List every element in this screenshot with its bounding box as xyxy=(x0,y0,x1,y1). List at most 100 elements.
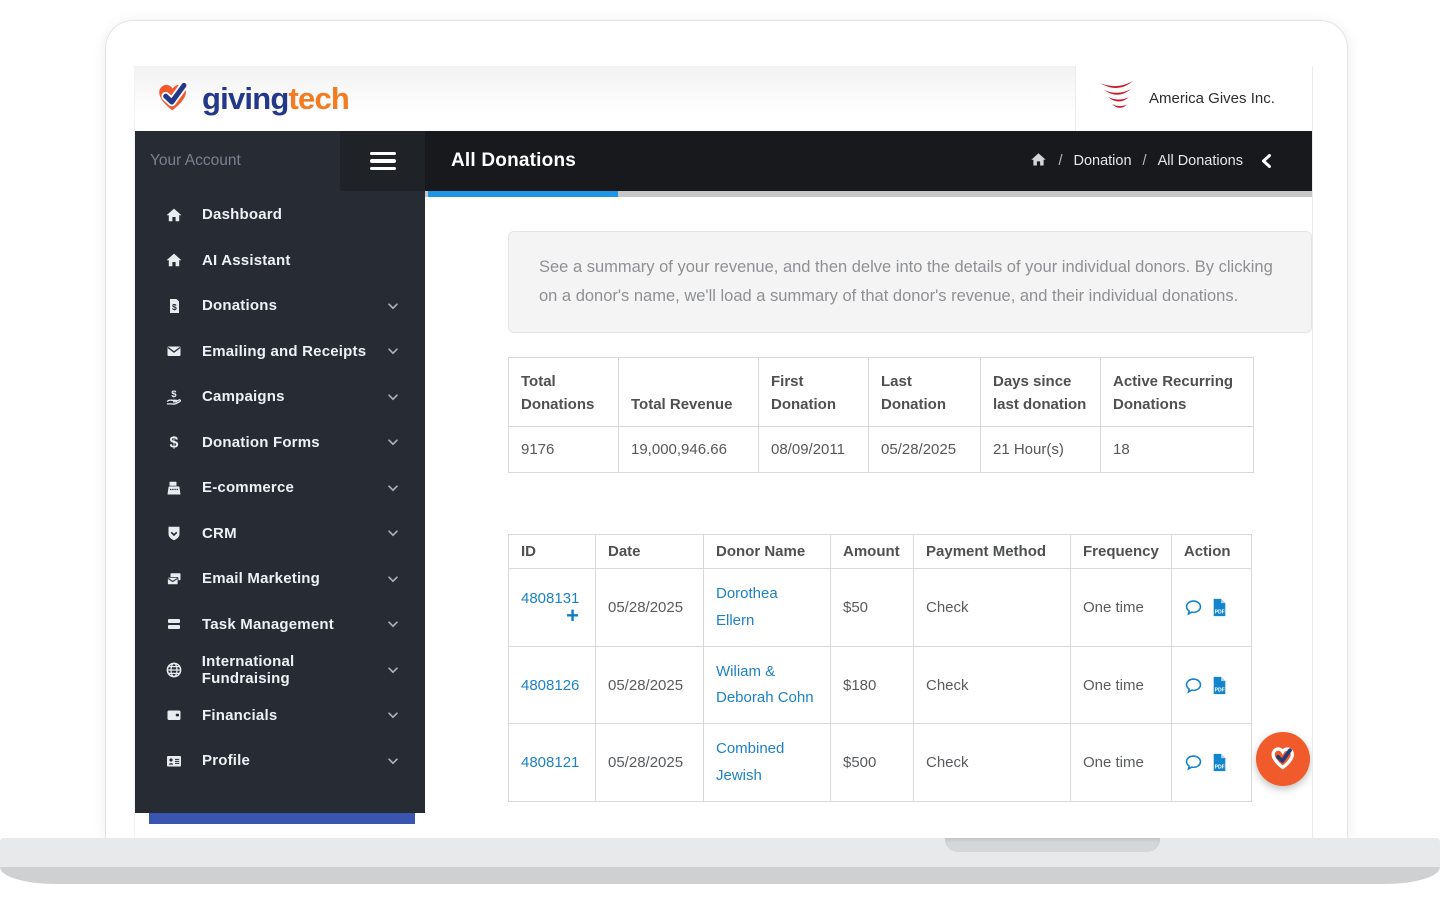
summary-header: Total Donations xyxy=(508,356,619,428)
shield-icon xyxy=(165,524,185,542)
sidebar: Your Account Dashboard xyxy=(135,131,425,838)
sidebar-item[interactable]: AI Assistant xyxy=(135,238,425,284)
sidebar-item[interactable]: Profile xyxy=(135,738,425,784)
heart-check-icon xyxy=(1267,742,1299,777)
sidebar-item[interactable]: Email Marketing xyxy=(135,556,425,602)
organization-selector[interactable]: America Gives Inc. xyxy=(1075,66,1312,131)
donation-date: 05/28/2025 xyxy=(595,723,704,802)
svg-text:$: $ xyxy=(169,435,178,452)
donation-frequency: One time xyxy=(1070,723,1172,802)
donation-amount: $180 xyxy=(830,645,914,725)
summary-value: 05/28/2025 xyxy=(868,426,981,474)
table-row: 4808126 + 05/28/2025 Wiliam & Deborah Co… xyxy=(508,645,1252,725)
summary-value: 19,000,946.66 xyxy=(618,426,759,474)
column-header: Frequency xyxy=(1070,534,1172,570)
summary-value: 9176 xyxy=(508,426,619,474)
summary-header: Last Donation xyxy=(868,356,981,428)
sidebar-item[interactable]: E-commerce xyxy=(135,465,425,511)
sidebar-item[interactable]: Financials xyxy=(135,693,425,739)
summary-header: First Donation xyxy=(758,356,869,428)
chevron-down-icon xyxy=(385,434,401,450)
revenue-summary-table: Total Donations Total Revenue First Dona… xyxy=(508,356,1254,474)
sidebar-item[interactable]: Task Management xyxy=(135,602,425,648)
sidebar-bottom-strip xyxy=(149,813,415,824)
tasks-icon xyxy=(165,615,185,633)
sidebar-item[interactable]: International Fundraising xyxy=(135,647,425,693)
sidebar-item[interactable]: Emailing and Receipts xyxy=(135,329,425,375)
donor-name-link[interactable]: Combined Jewish xyxy=(716,740,785,784)
svg-text:$: $ xyxy=(172,302,177,312)
organization-name: America Gives Inc. xyxy=(1149,90,1275,107)
summary-value: 21 Hour(s) xyxy=(980,426,1101,474)
summary-header: Total Revenue xyxy=(618,356,759,428)
account-label: Your Account xyxy=(150,152,241,169)
sidebar-item[interactable]: Dashboard xyxy=(135,192,425,238)
givingtech-logo[interactable]: givingtech xyxy=(135,76,350,121)
chat-icon[interactable] xyxy=(1184,753,1203,772)
laptop-base-notch xyxy=(945,838,1160,852)
content-area: See a summary of your revenue, and then … xyxy=(425,197,1312,838)
envelope-icon xyxy=(165,342,185,360)
donor-name-link[interactable]: Wiliam & Deborah Cohn xyxy=(716,662,814,706)
svg-text:$: $ xyxy=(171,389,177,400)
donation-id-link[interactable]: 4808126 xyxy=(521,676,580,694)
donation-frequency: One time xyxy=(1070,568,1172,647)
column-header: Date xyxy=(595,534,704,570)
chevron-down-icon xyxy=(385,753,401,769)
page-title: All Donations xyxy=(451,150,577,171)
donation-amount: $50 xyxy=(830,568,914,647)
chevron-down-icon xyxy=(385,616,401,632)
red-stripes-flag-icon xyxy=(1096,77,1136,120)
column-header: Payment Method xyxy=(913,534,1071,570)
cash-register-icon xyxy=(165,479,185,497)
sidebar-item[interactable]: $ Donations xyxy=(135,283,425,329)
chevron-down-icon xyxy=(385,343,401,359)
sidebar-item[interactable]: $ Donation Forms xyxy=(135,420,425,466)
home-icon[interactable] xyxy=(1030,151,1047,172)
help-chat-fab[interactable] xyxy=(1256,732,1310,786)
summary-header: Days since last donation xyxy=(980,356,1101,428)
column-header: Donor Name xyxy=(703,534,831,570)
home-icon xyxy=(165,206,185,224)
column-header: ID xyxy=(508,534,596,570)
chevron-left-icon[interactable] xyxy=(1258,152,1276,170)
sidebar-menu: Dashboard AI Assistant xyxy=(135,191,425,813)
svg-text:PDF: PDF xyxy=(1215,764,1225,770)
svg-text:PDF: PDF xyxy=(1215,687,1225,693)
donation-date: 05/28/2025 xyxy=(595,645,704,725)
chevron-down-icon xyxy=(385,389,401,405)
top-bar: givingtech America Gives Inc. xyxy=(135,66,1312,131)
breadcrumb: / Donation / All Donations xyxy=(1030,151,1276,172)
sidebar-item[interactable]: $ Campaigns xyxy=(135,374,425,420)
pdf-icon[interactable]: PDF xyxy=(1211,753,1228,772)
pdf-icon[interactable]: PDF xyxy=(1211,598,1228,617)
horizontal-scrollbar[interactable] xyxy=(425,191,1312,197)
chat-icon[interactable] xyxy=(1184,676,1203,695)
page-header: All Donations / Donation / All Donations xyxy=(425,131,1312,191)
hand-dollar-icon: $ xyxy=(165,388,185,406)
donation-id-link[interactable]: 4808121 xyxy=(521,754,580,771)
summary-value: 08/09/2011 xyxy=(758,426,869,474)
column-header: Amount xyxy=(830,534,914,570)
breadcrumb-all-donations[interactable]: All Donations xyxy=(1157,153,1243,169)
heart-check-icon xyxy=(151,76,195,121)
svg-text:PDF: PDF xyxy=(1215,609,1225,615)
donation-frequency: One time xyxy=(1070,645,1172,725)
home-icon xyxy=(165,251,185,269)
donation-id-link[interactable]: 4808131 xyxy=(521,590,580,608)
pdf-icon[interactable]: PDF xyxy=(1211,676,1228,695)
payment-method: Check xyxy=(913,568,1071,647)
donation-date: 05/28/2025 xyxy=(595,568,704,647)
breadcrumb-donation[interactable]: Donation xyxy=(1073,153,1132,169)
globe-icon xyxy=(165,661,185,679)
table-row: 4808131 + 05/28/2025 Dorothea Ellern $50… xyxy=(508,568,1252,647)
wallet-icon xyxy=(165,706,185,724)
app-window: givingtech America Gives Inc. xyxy=(134,66,1313,838)
donor-name-link[interactable]: Dorothea Ellern xyxy=(716,585,778,629)
donation-amount: $500 xyxy=(830,723,914,802)
sidebar-item[interactable]: CRM xyxy=(135,511,425,557)
chat-icon[interactable] xyxy=(1184,598,1203,617)
expand-plus-icon[interactable]: + xyxy=(566,603,579,629)
scrollbar-thumb[interactable] xyxy=(428,191,618,197)
hamburger-menu-button[interactable] xyxy=(340,131,425,191)
